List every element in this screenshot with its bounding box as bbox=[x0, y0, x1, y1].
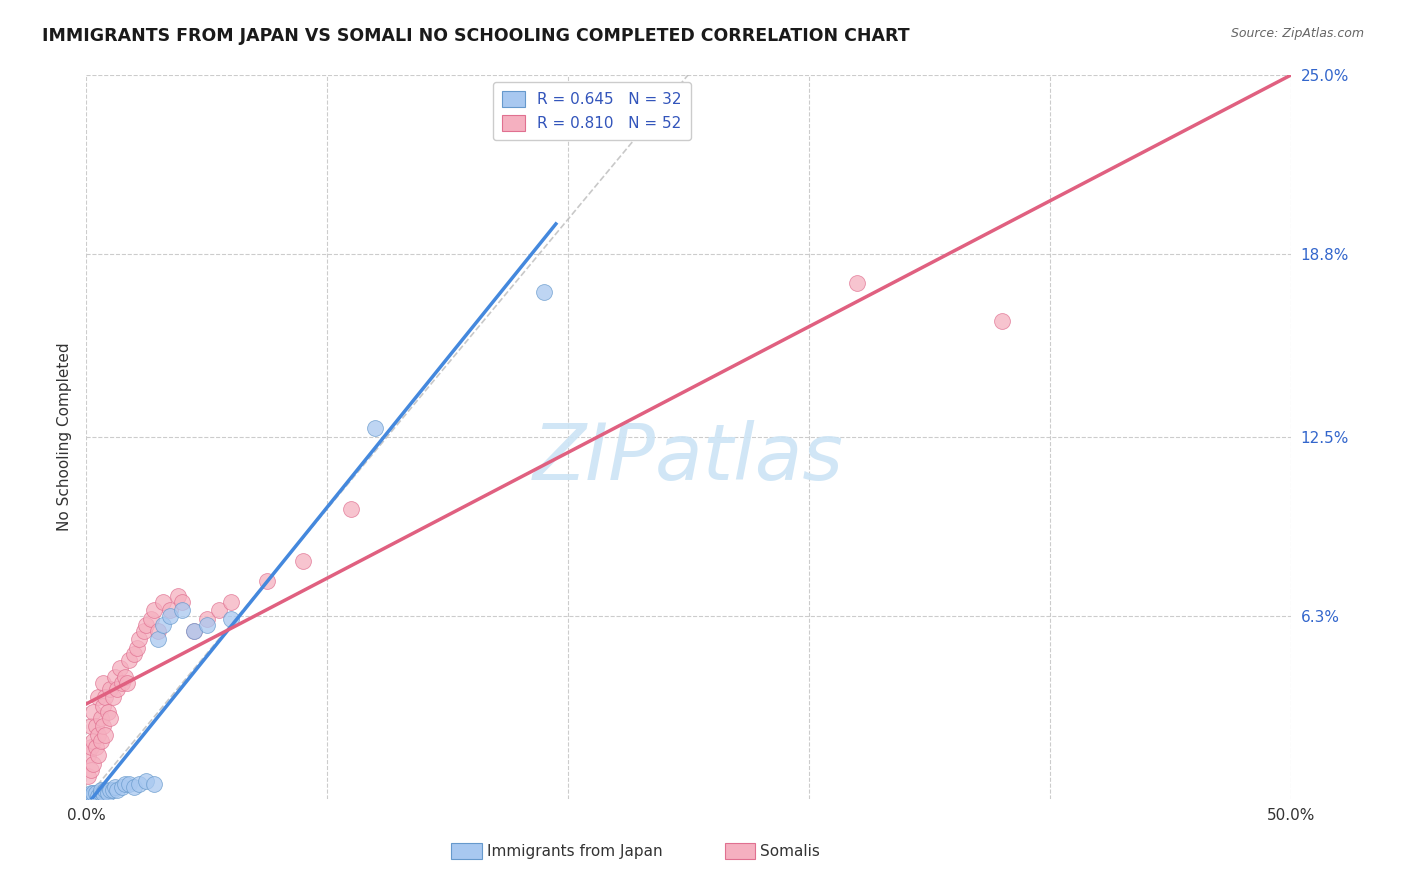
Point bbox=[80, 786, 103, 800]
Point bbox=[80, 763, 103, 777]
Point bbox=[91, 719, 114, 733]
Point bbox=[94, 690, 117, 705]
Point bbox=[128, 777, 150, 791]
Point bbox=[89, 786, 111, 800]
Text: IMMIGRANTS FROM JAPAN VS SOMALI NO SCHOOLING COMPLETED CORRELATION CHART: IMMIGRANTS FROM JAPAN VS SOMALI NO SCHOO… bbox=[42, 27, 910, 45]
Point bbox=[183, 624, 205, 638]
Point bbox=[135, 774, 157, 789]
Point bbox=[148, 632, 170, 647]
Point bbox=[105, 681, 128, 696]
Point bbox=[82, 734, 104, 748]
Point bbox=[152, 595, 174, 609]
Point bbox=[84, 739, 107, 754]
Point bbox=[166, 589, 188, 603]
Text: ZIPatlas: ZIPatlas bbox=[533, 420, 844, 496]
Point bbox=[846, 276, 869, 290]
Point bbox=[98, 711, 121, 725]
Point bbox=[91, 676, 114, 690]
Point bbox=[132, 624, 155, 638]
Point bbox=[114, 777, 136, 791]
Point bbox=[91, 786, 114, 800]
Point bbox=[101, 783, 124, 797]
Point bbox=[219, 595, 242, 609]
Point bbox=[94, 783, 117, 797]
Point bbox=[108, 661, 131, 675]
Point bbox=[80, 789, 103, 803]
Point bbox=[104, 780, 127, 794]
Point bbox=[172, 603, 194, 617]
Point bbox=[94, 728, 117, 742]
Point bbox=[77, 748, 100, 763]
Point bbox=[87, 690, 110, 705]
Point bbox=[80, 739, 103, 754]
Point bbox=[114, 670, 136, 684]
Point bbox=[122, 647, 145, 661]
Point bbox=[77, 789, 100, 803]
Text: Somalis: Somalis bbox=[759, 844, 820, 859]
Point bbox=[111, 780, 134, 794]
Point bbox=[97, 705, 120, 719]
Point bbox=[118, 777, 141, 791]
Point bbox=[98, 681, 121, 696]
Point bbox=[340, 502, 363, 516]
Point bbox=[104, 670, 127, 684]
Point bbox=[195, 612, 218, 626]
Point bbox=[142, 603, 165, 617]
Point bbox=[97, 786, 120, 800]
Y-axis label: No Schooling Completed: No Schooling Completed bbox=[58, 343, 72, 531]
Point bbox=[135, 618, 157, 632]
Point bbox=[89, 734, 111, 748]
Point bbox=[87, 728, 110, 742]
Point bbox=[128, 632, 150, 647]
Point bbox=[87, 748, 110, 763]
Point bbox=[84, 719, 107, 733]
Point bbox=[82, 786, 104, 800]
Point bbox=[101, 690, 124, 705]
Point bbox=[159, 609, 181, 624]
Point bbox=[82, 756, 104, 771]
Text: Source: ZipAtlas.com: Source: ZipAtlas.com bbox=[1230, 27, 1364, 40]
Point bbox=[533, 285, 555, 299]
Point bbox=[82, 789, 104, 803]
Point bbox=[82, 705, 104, 719]
Point bbox=[148, 624, 170, 638]
Point bbox=[291, 554, 314, 568]
Point bbox=[80, 719, 103, 733]
Point bbox=[89, 711, 111, 725]
Point bbox=[91, 699, 114, 714]
Point bbox=[89, 783, 111, 797]
Point bbox=[125, 641, 148, 656]
Point bbox=[142, 777, 165, 791]
Point bbox=[84, 786, 107, 800]
Point bbox=[139, 612, 162, 626]
Point bbox=[118, 653, 141, 667]
Point bbox=[152, 618, 174, 632]
Point bbox=[111, 676, 134, 690]
Point bbox=[990, 314, 1012, 328]
Point bbox=[219, 612, 242, 626]
Legend: R = 0.645   N = 32, R = 0.810   N = 52: R = 0.645 N = 32, R = 0.810 N = 52 bbox=[494, 82, 690, 140]
Point bbox=[195, 618, 218, 632]
Text: Immigrants from Japan: Immigrants from Japan bbox=[486, 844, 662, 859]
Point bbox=[207, 603, 229, 617]
Point bbox=[105, 783, 128, 797]
Point bbox=[256, 574, 278, 589]
Point bbox=[172, 595, 194, 609]
Point bbox=[115, 676, 138, 690]
Point bbox=[77, 768, 100, 782]
Point bbox=[122, 780, 145, 794]
Point bbox=[98, 783, 121, 797]
Point bbox=[183, 624, 205, 638]
Point bbox=[364, 421, 387, 435]
Point bbox=[159, 603, 181, 617]
Point bbox=[87, 789, 110, 803]
